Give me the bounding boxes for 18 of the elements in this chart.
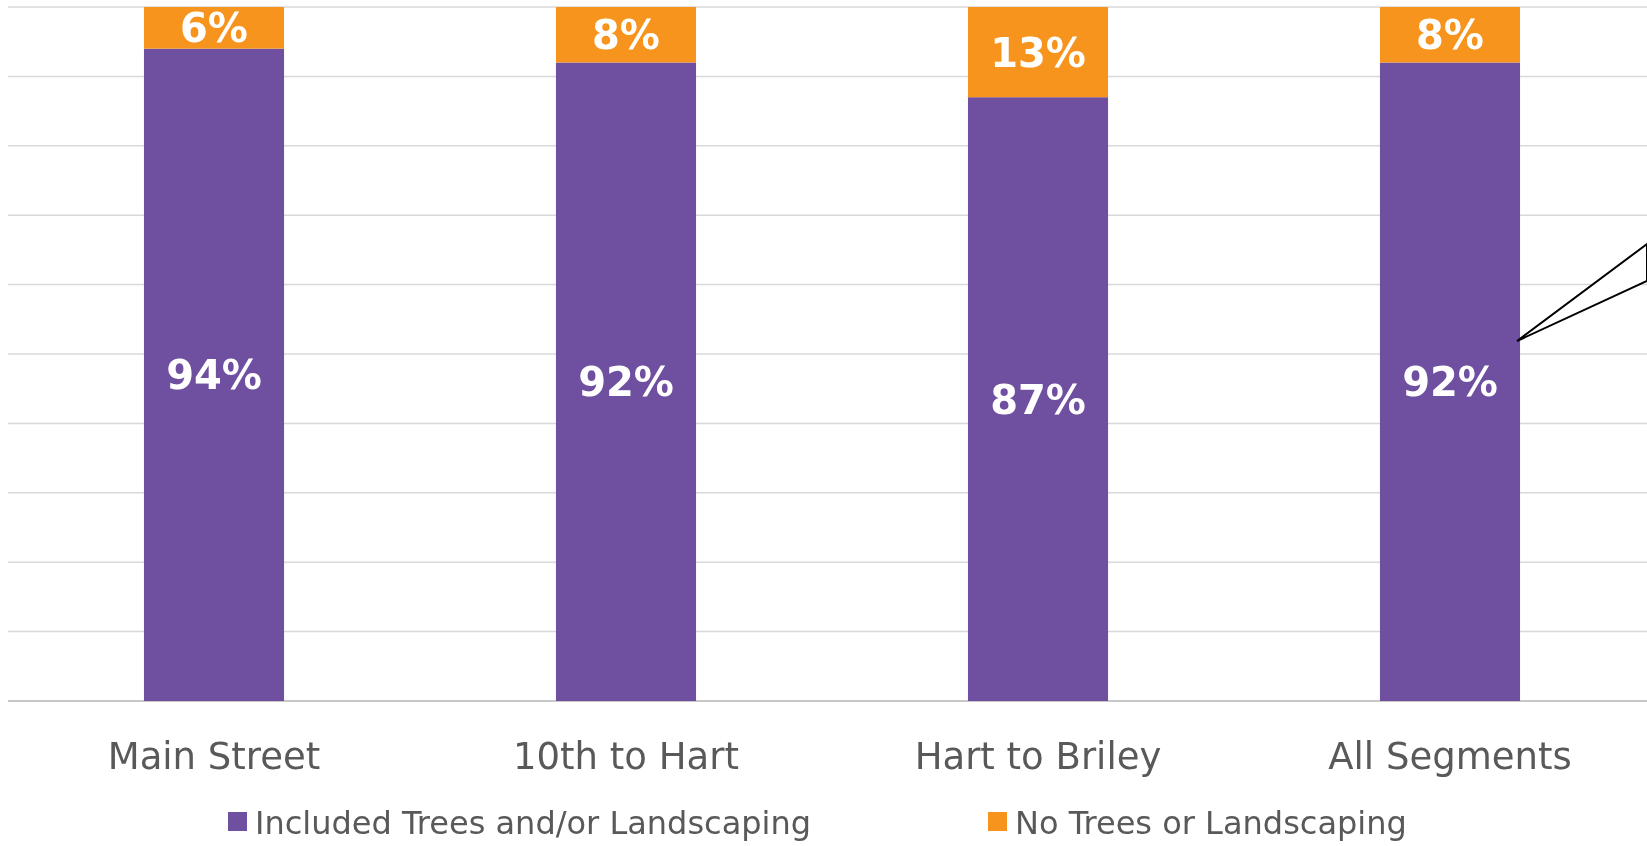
x-tick-label: 10th to Hart xyxy=(513,735,739,779)
x-tick-label: Hart to Briley xyxy=(914,735,1162,779)
data-label: 8% xyxy=(1416,12,1484,59)
bar xyxy=(555,62,697,701)
legend-label: No Trees or Landscaping xyxy=(1015,803,1407,842)
data-label: 92% xyxy=(578,359,674,406)
bar xyxy=(1379,62,1521,701)
bar xyxy=(967,97,1109,701)
data-label: 94% xyxy=(166,352,262,399)
data-label: 87% xyxy=(990,376,1086,423)
data-label: 13% xyxy=(990,29,1086,76)
data-label: 92% xyxy=(1402,359,1498,406)
legend-label: Included Trees and/or Landscaping xyxy=(255,803,812,842)
data-label: 6% xyxy=(180,5,248,52)
bar xyxy=(143,48,285,701)
x-tick-label: All Segments xyxy=(1328,735,1572,779)
x-tick-label: Main Street xyxy=(107,735,321,779)
data-label: 8% xyxy=(592,12,660,59)
